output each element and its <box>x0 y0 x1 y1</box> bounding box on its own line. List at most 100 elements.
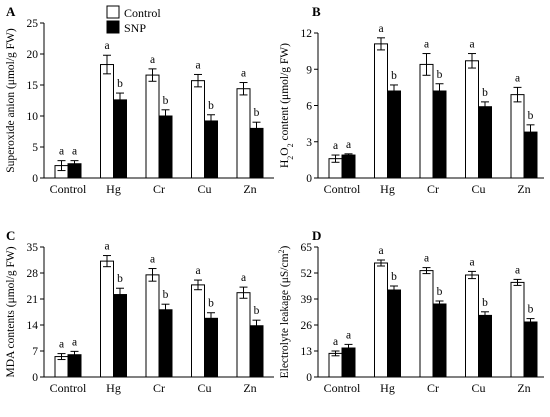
category-label: Control <box>324 182 361 196</box>
significance-label: a <box>346 329 351 341</box>
bar-snp <box>478 106 492 179</box>
panel-letter: D <box>312 228 321 243</box>
significance-label: b <box>208 100 214 112</box>
bar-snp <box>432 90 447 179</box>
y-tick-label: 5 <box>32 142 38 154</box>
y-tick-label: 21 <box>27 294 39 306</box>
significance-label: b <box>117 78 123 90</box>
significance-label: a <box>469 256 474 268</box>
bar-snp <box>341 347 356 378</box>
significance-label: b <box>437 286 443 298</box>
y-tick-label: 0 <box>32 173 38 185</box>
bar-control <box>328 352 343 378</box>
significance-label: b <box>254 107 260 119</box>
bar-control <box>236 292 251 378</box>
significance-label: a <box>195 265 200 277</box>
significance-label: a <box>150 254 155 266</box>
significance-label: b <box>391 70 397 82</box>
significance-label: a <box>333 336 338 348</box>
bar-control <box>236 88 251 179</box>
category-label: Zn <box>517 182 530 196</box>
significance-label: b <box>437 69 443 81</box>
bar-snp <box>387 90 401 179</box>
y-tick-label: 26 <box>301 320 313 332</box>
y-tick-label: 39 <box>301 294 313 306</box>
significance-label: b <box>163 95 169 107</box>
category-label: Control <box>50 182 87 196</box>
y-tick-label: 6 <box>306 101 312 113</box>
y-tick-label: 25 <box>27 18 39 30</box>
bar-snp <box>113 99 127 179</box>
significance-label: a <box>72 336 77 348</box>
y-tick-label: 10 <box>27 111 39 123</box>
significance-label: b <box>391 271 397 283</box>
category-label: Cu <box>197 381 211 395</box>
y-tick-label: 20 <box>27 49 39 61</box>
bar-control <box>374 43 388 179</box>
significance-label: a <box>241 68 246 80</box>
y-tick-label: 52 <box>301 268 313 280</box>
category-label: Cr <box>153 182 165 196</box>
significance-label: a <box>104 241 109 253</box>
significance-label: a <box>346 139 351 151</box>
significance-label: b <box>208 298 214 310</box>
significance-label: a <box>104 40 109 52</box>
legend-label-snp: SNP <box>124 21 146 35</box>
bar-snp <box>341 154 356 179</box>
bar-snp <box>158 115 173 179</box>
bar-control <box>191 80 205 179</box>
bar-control <box>374 262 388 378</box>
significance-label: a <box>424 253 429 265</box>
category-label: Cr <box>427 381 439 395</box>
bar-snp <box>204 120 218 179</box>
y-tick-label: 0 <box>32 372 38 384</box>
y-tick-label: 13 <box>301 346 313 358</box>
category-label: Hg <box>380 182 395 196</box>
y-tick-label: 15 <box>27 80 39 92</box>
bar-snp <box>113 294 127 378</box>
legend-swatch-snp <box>106 20 120 34</box>
category-label: Zn <box>243 381 256 395</box>
significance-label: a <box>241 272 246 284</box>
category-label: Zn <box>243 182 256 196</box>
bar-snp <box>523 321 538 378</box>
category-label: Cr <box>153 381 165 395</box>
bar-control <box>419 270 434 378</box>
significance-label: a <box>150 54 155 66</box>
significance-label: a <box>515 72 520 84</box>
category-label: Zn <box>517 381 530 395</box>
y-tick-label: 7 <box>32 346 38 358</box>
significance-label: a <box>59 339 64 351</box>
bar-control <box>465 274 479 378</box>
y-axis-label: Superoxide anion (μmol/g FW) <box>5 28 17 173</box>
bar-control <box>510 94 525 179</box>
bar-control <box>145 274 160 378</box>
bar-snp <box>249 127 264 179</box>
panel-a: 0 5 10 15 20 25 A Superoxide anion (μmol/g FW) C… <box>5 4 274 196</box>
legend-label-control: Control <box>124 6 161 20</box>
significance-label: a <box>59 146 64 158</box>
significance-label: b <box>254 305 260 317</box>
legend-swatch-control <box>106 5 120 19</box>
panel-c: 0 7 14 21 28 35 C MDA contents (μmol/g FW) Contr… <box>5 228 274 395</box>
panel-letter: A <box>6 4 16 19</box>
bar-control <box>145 74 160 179</box>
bar-control <box>100 260 114 378</box>
y-tick-label: 0 <box>306 173 312 185</box>
y-tick-label: 65 <box>301 242 313 254</box>
bar-control <box>419 63 434 179</box>
significance-label: b <box>482 297 488 309</box>
bar-snp <box>158 309 173 378</box>
bar-snp <box>204 317 218 378</box>
y-tick-label: 12 <box>301 28 313 40</box>
significance-label: a <box>378 245 383 257</box>
category-label: Cu <box>197 182 211 196</box>
bar-snp <box>249 325 264 378</box>
y-tick-label: 35 <box>27 242 39 254</box>
significance-label: b <box>117 273 123 285</box>
bar-snp <box>387 289 401 378</box>
panel-letter: C <box>6 228 15 243</box>
significance-label: b <box>528 304 534 316</box>
significance-label: a <box>72 146 77 158</box>
